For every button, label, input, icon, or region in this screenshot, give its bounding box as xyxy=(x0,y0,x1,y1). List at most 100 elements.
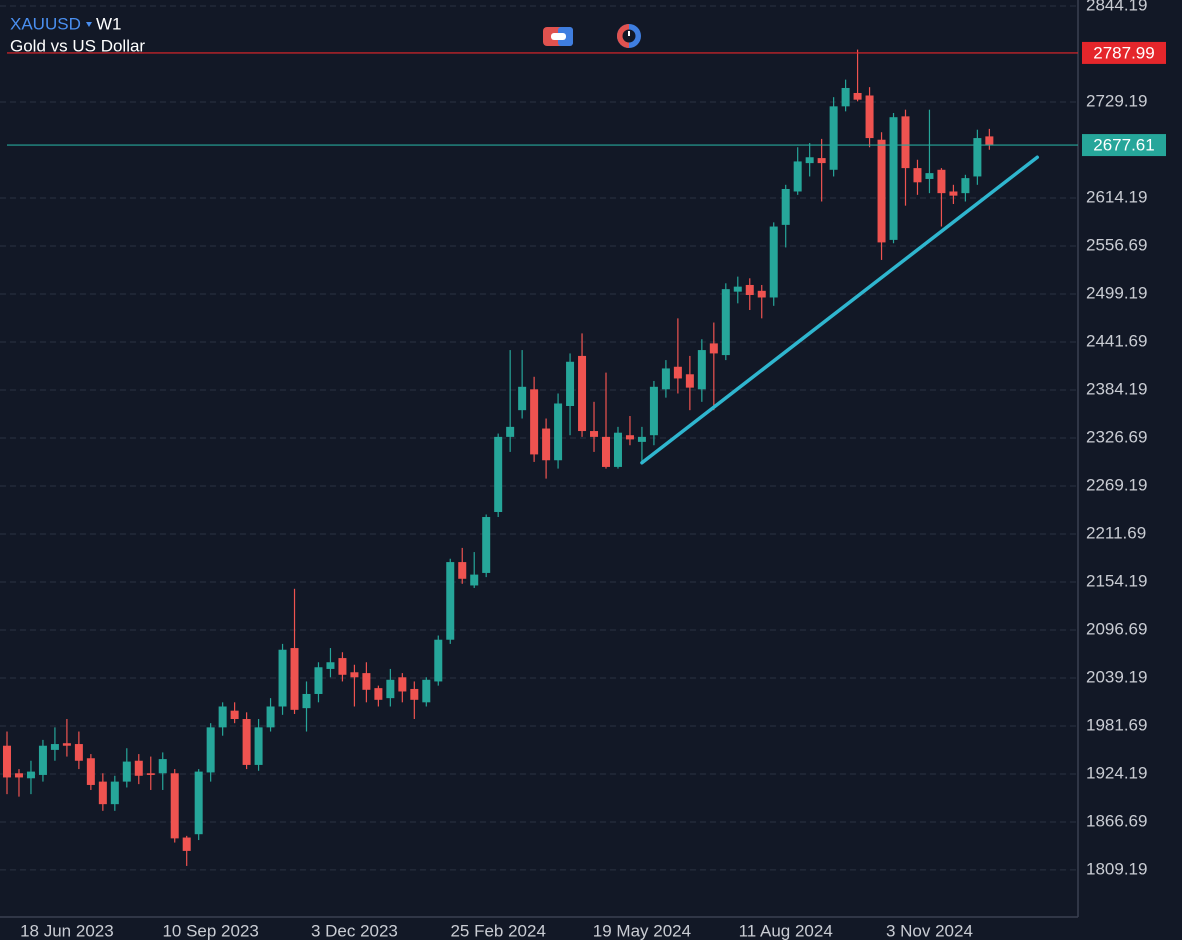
trendline xyxy=(640,155,1040,465)
candle-body xyxy=(410,688,419,700)
candle-body xyxy=(757,290,766,298)
y-tick-label: 1981.69 xyxy=(1086,715,1147,734)
candle-body xyxy=(913,168,922,183)
candle-body xyxy=(817,158,826,164)
candle-body xyxy=(62,743,71,746)
candle-body xyxy=(254,727,263,765)
timeframe[interactable]: W1 xyxy=(96,14,122,33)
candle-body xyxy=(26,771,35,779)
x-tick-label: 11 Aug 2024 xyxy=(739,921,833,940)
candle-body xyxy=(901,116,910,169)
price-label: 2677.61 xyxy=(1093,136,1154,155)
candle-body xyxy=(218,706,227,728)
price-label-box xyxy=(1082,41,1166,64)
candle-body xyxy=(602,436,610,467)
candle-body xyxy=(637,436,646,442)
candle-body xyxy=(482,517,491,573)
y-tick-label: 2096.69 xyxy=(1086,619,1147,638)
candle-body xyxy=(877,139,886,243)
x-tick-label: 3 Nov 2024 xyxy=(886,921,973,940)
y-tick-label: 2211.69 xyxy=(1086,523,1146,542)
price-label: 2787.99 xyxy=(1093,43,1154,62)
x-tick-label: 25 Feb 2024 xyxy=(450,921,545,940)
y-tick-label: 2384.19 xyxy=(1086,379,1147,398)
candle-body xyxy=(709,343,718,354)
y-tick-label: 2556.69 xyxy=(1086,235,1147,254)
candle-body xyxy=(781,188,790,225)
y-tick-label: 2614.19 xyxy=(1086,187,1147,206)
candle-body xyxy=(98,781,107,805)
candle-body xyxy=(889,117,898,240)
candle-body xyxy=(230,710,239,720)
candle-body xyxy=(278,649,287,707)
candle-body xyxy=(86,758,95,785)
y-tick-label: 1809.19 xyxy=(1086,859,1147,878)
candle-body xyxy=(805,157,814,164)
y-tick-label: 2154.19 xyxy=(1086,571,1147,590)
candle-body xyxy=(350,672,359,678)
candle-body xyxy=(937,169,946,194)
candle-body xyxy=(733,286,742,292)
candle-body xyxy=(314,667,323,694)
candle-body xyxy=(74,744,83,761)
candle-body xyxy=(745,284,754,295)
candle-body xyxy=(134,760,143,776)
x-tick-label: 10 Sep 2023 xyxy=(162,921,258,940)
candle-body xyxy=(649,386,658,436)
candle-body xyxy=(697,350,706,390)
candle-body xyxy=(961,178,970,194)
candle-body xyxy=(206,727,215,773)
candle-body xyxy=(590,431,599,437)
y-tick-label: 2441.69 xyxy=(1086,331,1147,350)
symbol-dropdown[interactable] xyxy=(86,22,92,27)
candle-body xyxy=(146,773,155,775)
candle-body xyxy=(266,706,275,728)
candle-body xyxy=(122,761,131,782)
candle-body xyxy=(793,161,802,192)
x-tick-label: 18 Jun 2023 xyxy=(20,921,114,940)
candle-body xyxy=(841,87,850,107)
candle-body xyxy=(853,92,862,100)
candle-body xyxy=(985,136,994,146)
candle-body xyxy=(158,759,167,774)
tool-icon[interactable] xyxy=(543,27,573,46)
candle-body xyxy=(949,191,958,196)
y-tick-label: 1924.19 xyxy=(1086,763,1147,782)
y-tick-label: 2729.19 xyxy=(1086,91,1147,110)
candle-body xyxy=(613,432,622,467)
tool-icon-center xyxy=(551,33,566,40)
price-label-box xyxy=(1082,134,1166,157)
candle-body xyxy=(925,173,934,179)
candle-body xyxy=(38,745,47,775)
candle-body xyxy=(374,688,383,700)
candle-body xyxy=(530,389,539,455)
candle-body xyxy=(973,138,982,177)
candle-body xyxy=(338,658,347,675)
candle-body xyxy=(494,436,503,513)
candle-body xyxy=(625,435,634,440)
candle-body xyxy=(434,639,443,682)
candle-body xyxy=(110,781,119,805)
candle-body xyxy=(170,773,179,839)
candle-body xyxy=(769,226,778,298)
candle-body xyxy=(578,355,587,432)
candle-body xyxy=(673,366,682,379)
candle-body xyxy=(50,744,59,750)
y-tick-label: 2326.69 xyxy=(1086,427,1147,446)
candle-body xyxy=(542,428,551,461)
candle-body xyxy=(302,693,311,709)
candle-body xyxy=(446,562,455,640)
x-tick-label: 3 Dec 2023 xyxy=(311,921,398,940)
y-tick-label: 1866.69 xyxy=(1086,811,1147,830)
candle-body xyxy=(386,679,395,699)
candle-body xyxy=(721,289,730,356)
x-tick-label: 19 May 2024 xyxy=(593,921,691,940)
symbol[interactable]: XAUUSD xyxy=(10,14,81,33)
candle-body xyxy=(326,662,335,669)
clock-icon[interactable] xyxy=(617,24,641,48)
candle-body xyxy=(362,673,371,690)
candle-body xyxy=(470,574,479,586)
